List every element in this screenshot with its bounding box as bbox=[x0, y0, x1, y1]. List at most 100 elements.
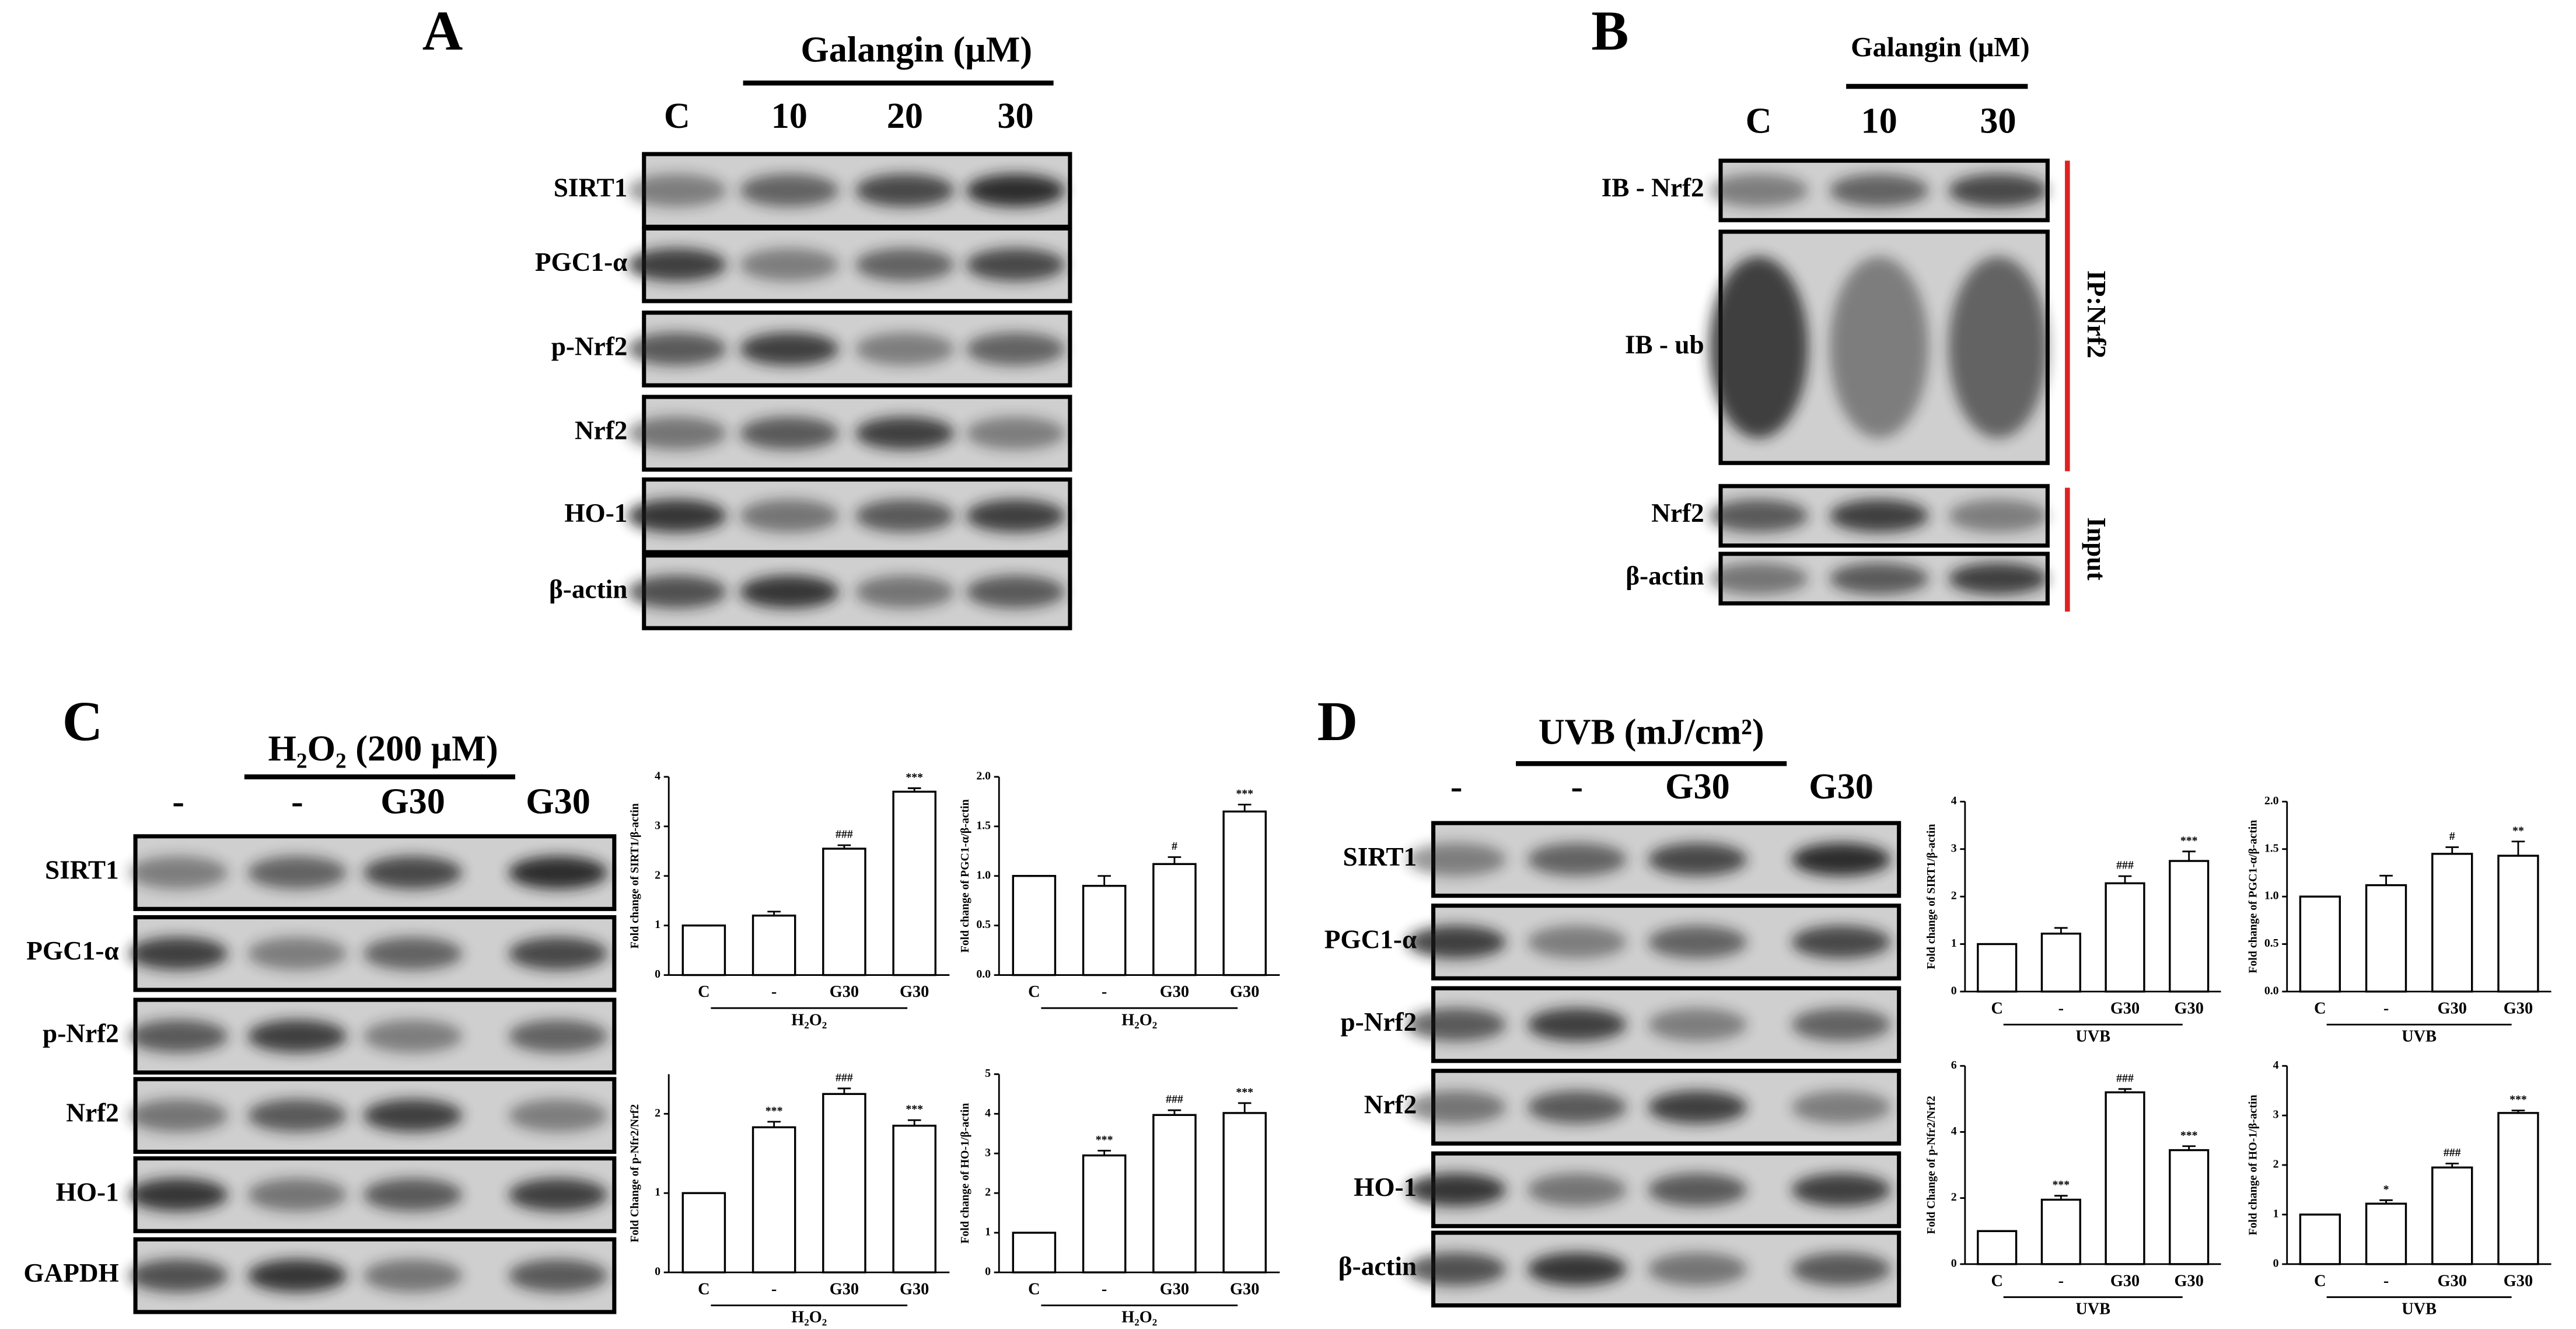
y-tick-label: 0 bbox=[1951, 1257, 1957, 1269]
error-bar bbox=[2118, 1088, 2132, 1093]
error-bar bbox=[2445, 846, 2459, 854]
blot-band bbox=[363, 1178, 463, 1212]
error-bar bbox=[2445, 1163, 2459, 1168]
x-tick-label: G30 bbox=[2175, 1272, 2204, 1290]
blot-band bbox=[1648, 1090, 1747, 1124]
y-tick-label: 2 bbox=[1951, 1191, 1957, 1204]
y-tick-label: 0 bbox=[655, 1265, 660, 1278]
blot-band bbox=[739, 575, 839, 609]
error-bar bbox=[2118, 875, 2132, 884]
bar bbox=[2040, 932, 2081, 993]
blot-band bbox=[128, 1259, 228, 1292]
significance-label: *** bbox=[2180, 834, 2198, 847]
blot-band bbox=[1527, 1008, 1627, 1041]
blot-band bbox=[247, 1259, 347, 1292]
blot-band bbox=[855, 332, 955, 366]
row-label: HO-1 bbox=[56, 1177, 119, 1206]
group-label: H₂O₂ bbox=[1121, 1309, 1157, 1327]
bar bbox=[2365, 884, 2407, 993]
y-tick-label: 2.0 bbox=[2264, 794, 2279, 807]
bar bbox=[892, 790, 936, 976]
bar bbox=[2105, 882, 2145, 993]
bar bbox=[1222, 810, 1267, 976]
significance-label: ### bbox=[836, 1071, 853, 1084]
bar bbox=[2431, 853, 2473, 993]
error-bar bbox=[1168, 1109, 1182, 1115]
lane-label: 30 bbox=[1980, 101, 2016, 141]
y-axis-label: Fold change of PGC1-α/β-actin bbox=[2247, 820, 2260, 974]
blot-band bbox=[1648, 843, 1747, 876]
y-axis-label: Fold change of PGC1-α/β-actin bbox=[959, 799, 971, 953]
lane-label: - bbox=[172, 782, 184, 821]
blot-band bbox=[508, 1178, 608, 1212]
y-tick-label: 1 bbox=[655, 1186, 660, 1199]
blot-band bbox=[508, 1259, 608, 1292]
error-bar bbox=[767, 1121, 781, 1128]
blot-band bbox=[1791, 1090, 1891, 1124]
y-tick-label: 2 bbox=[2273, 1158, 2279, 1171]
bar bbox=[1012, 1232, 1057, 1274]
row-label: PGC1-α bbox=[535, 247, 628, 277]
lane-label: C bbox=[1746, 101, 1772, 141]
y-tick-label: 4 bbox=[985, 1107, 991, 1119]
significance-label: *** bbox=[906, 771, 923, 784]
row-label: PGC1-α bbox=[1324, 925, 1417, 954]
blot-band bbox=[1829, 256, 1929, 438]
x-tick-label: G30 bbox=[900, 983, 929, 1001]
bar bbox=[2497, 1112, 2539, 1265]
significance-label: ### bbox=[2444, 1146, 2461, 1159]
blot-band bbox=[1648, 1173, 1747, 1206]
group-label: H₂O₂ bbox=[1121, 1011, 1157, 1029]
panel-letter: C bbox=[62, 690, 103, 752]
blot-band bbox=[966, 332, 1065, 366]
bar bbox=[2299, 1213, 2341, 1265]
blot-band bbox=[1709, 563, 1808, 595]
blot-band bbox=[1829, 173, 1929, 207]
treatment-label: H₂O₂ (200 μM) bbox=[268, 729, 498, 769]
blot-band bbox=[627, 416, 727, 450]
blot-band bbox=[363, 856, 463, 890]
blot-band bbox=[1527, 1090, 1627, 1124]
y-tick-label: 1.5 bbox=[2264, 842, 2279, 854]
significance-label: # bbox=[2449, 830, 2455, 843]
blot-band bbox=[128, 1098, 228, 1132]
blot-band bbox=[1648, 925, 1747, 959]
x-tick-label: G30 bbox=[830, 1281, 859, 1299]
row-label: Nrf2 bbox=[1651, 498, 1704, 528]
y-tick-label: 0 bbox=[2273, 1257, 2279, 1269]
error-bar bbox=[2511, 840, 2525, 856]
blot-band bbox=[1527, 1253, 1627, 1286]
bar bbox=[1977, 943, 2018, 993]
panel-letter: B bbox=[1591, 0, 1628, 62]
y-axis-label: Fold change of SIRT1/β-actin bbox=[1925, 824, 1938, 969]
error-bar bbox=[1097, 875, 1111, 886]
y-tick-label: 4 bbox=[1951, 1125, 1957, 1138]
y-tick-label: 2 bbox=[985, 1186, 991, 1199]
blot-band bbox=[1709, 173, 1808, 207]
group-label: UVB bbox=[2075, 1300, 2110, 1318]
blot-band bbox=[966, 416, 1065, 450]
blot-band bbox=[1791, 1008, 1891, 1041]
row-label: p-Nrf2 bbox=[551, 332, 628, 361]
blot-band bbox=[627, 332, 727, 366]
significance-label: ### bbox=[2116, 1072, 2134, 1084]
x-tick-label: C bbox=[2314, 999, 2326, 1017]
lane-label: - bbox=[291, 782, 303, 821]
blot-band bbox=[508, 1098, 608, 1132]
error-bar bbox=[837, 1087, 851, 1094]
y-axis-label: Fold change of SIRT1/β-actin bbox=[628, 803, 641, 948]
bar bbox=[752, 1126, 796, 1274]
blot-band bbox=[627, 248, 727, 281]
group-label: H₂O₂ bbox=[791, 1309, 827, 1327]
blot-band bbox=[1407, 1008, 1507, 1041]
error-bar bbox=[907, 787, 921, 792]
x-tick-label: C bbox=[2314, 1272, 2326, 1290]
blot-band bbox=[855, 248, 955, 281]
blot-band bbox=[855, 499, 955, 533]
treatment-label: UVB (mJ/cm²) bbox=[1539, 712, 1764, 752]
blot-band bbox=[1407, 925, 1507, 959]
row-label: p-Nrf2 bbox=[1341, 1007, 1417, 1037]
y-tick-label: 1 bbox=[1951, 937, 1957, 950]
blot-band bbox=[1407, 1090, 1507, 1124]
